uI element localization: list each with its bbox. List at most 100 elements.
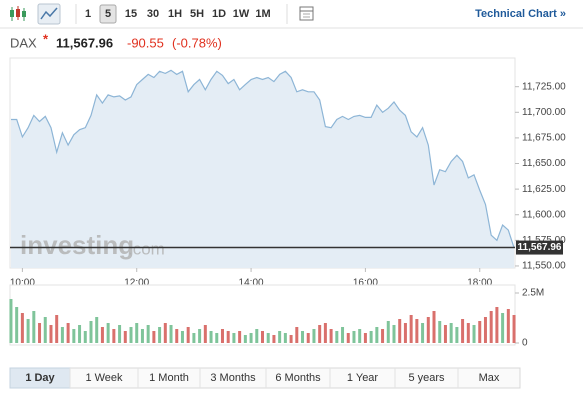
volume-bar [426, 317, 430, 343]
volume-bar [461, 319, 465, 343]
volume-bar [358, 329, 362, 343]
volume-bar [163, 323, 167, 343]
technical-chart-link[interactable]: Technical Chart » [475, 8, 566, 20]
volume-bar [83, 331, 87, 343]
volume-bar [363, 333, 367, 343]
y-tick-label: 11,600.00 [522, 209, 566, 220]
price-line [11, 69, 515, 248]
volume-bar [175, 329, 179, 343]
volume-bar [443, 325, 447, 343]
volume-bar [386, 321, 390, 343]
interval-button[interactable]: 1D [212, 8, 226, 20]
range-tab[interactable]: 5 years [408, 372, 445, 384]
volume-bar [60, 327, 64, 343]
watermark-suffix: .com [128, 239, 165, 258]
x-tick-label: 10:00 [10, 278, 35, 289]
y-tick-label: 11,625.00 [522, 184, 566, 195]
interval-button[interactable]: 1 [85, 8, 91, 20]
x-tick-label: 12:00 [124, 278, 149, 289]
volume-bar [495, 307, 499, 343]
x-tick-label: 14:00 [239, 278, 264, 289]
price-area [10, 70, 515, 268]
volume-bar [238, 331, 242, 343]
volume-bar [478, 321, 482, 343]
candle-icon[interactable] [10, 6, 26, 21]
volume-bar [295, 327, 299, 343]
line-icon[interactable] [37, 3, 61, 25]
volume-bar [318, 325, 322, 343]
volume-bar [375, 327, 379, 343]
y-tick-label: 2.5M [522, 288, 544, 299]
volume-bar [209, 331, 213, 343]
price: 11,567.96 [56, 35, 113, 50]
volume-bar [335, 331, 339, 343]
volume-bar [381, 329, 385, 343]
interval-button[interactable]: 5 [105, 8, 111, 20]
range-tab[interactable]: 1 Day [25, 372, 55, 384]
volume-bar [506, 309, 510, 343]
volume-bar [283, 333, 287, 343]
volume-bar [438, 321, 442, 343]
volume-bar [501, 313, 505, 343]
volume-bar [100, 327, 104, 343]
volume-bar [512, 315, 516, 343]
volume-bar [266, 333, 270, 343]
volume-bar [158, 327, 162, 343]
volume-bar [369, 331, 373, 343]
y-tick-label: 11,700.00 [522, 107, 566, 118]
volume-bar [232, 333, 236, 343]
volume-bar [255, 329, 259, 343]
interval-button[interactable]: 5H [190, 8, 204, 20]
range-tab[interactable]: 6 Months [275, 372, 321, 384]
volume-bar [43, 317, 47, 343]
volume-bar [323, 323, 327, 343]
volume-bar [203, 325, 207, 343]
volume-bar [186, 327, 190, 343]
volume-bar [272, 335, 276, 343]
range-tab[interactable]: 3 Months [210, 372, 256, 384]
volume-bar [483, 317, 487, 343]
volume-bar [341, 327, 345, 343]
volume-bar [449, 323, 453, 343]
range-tab[interactable]: 1 Month [149, 372, 189, 384]
interval-active [99, 4, 117, 24]
volume-bar [415, 319, 419, 343]
volume-bar [289, 335, 293, 343]
volume-bar [89, 321, 93, 343]
symbol: DAX [10, 35, 37, 50]
volume-bar [432, 311, 436, 343]
volume-bar [392, 325, 396, 343]
x-tick-label: 16:00 [353, 278, 378, 289]
volume-bar [169, 325, 173, 343]
volume-bar [421, 323, 425, 343]
interval-button[interactable]: 30 [147, 8, 159, 20]
calendar-icon[interactable] [299, 6, 314, 21]
volume-bar [198, 329, 202, 343]
volume-bar [118, 325, 122, 343]
volume-bar [112, 329, 116, 343]
volume-bar [403, 323, 407, 343]
volume-bar [95, 317, 99, 343]
volume-bar [261, 331, 264, 343]
volume-bar [26, 319, 30, 343]
volume-bar [140, 329, 144, 343]
y-tick-label: 11,725.00 [522, 81, 566, 92]
range-tab[interactable]: 1 Year [347, 372, 379, 384]
volume-bar [226, 331, 230, 343]
volume-bar [123, 331, 127, 343]
volume-bar [192, 333, 196, 343]
interval-button[interactable]: 1M [255, 8, 270, 20]
volume-bar [215, 333, 219, 343]
interval-button[interactable]: 1H [168, 8, 182, 20]
interval-button[interactable]: 1W [233, 8, 250, 20]
range-tab[interactable]: 1 Week [85, 372, 123, 384]
volume-bar [472, 325, 476, 343]
change: -90.55 [127, 35, 164, 50]
volume-bar [38, 323, 42, 343]
volume-bar [352, 331, 356, 343]
interval-button[interactable]: 15 [125, 8, 137, 20]
range-tab[interactable]: Max [479, 372, 500, 384]
volume-bar [329, 329, 333, 343]
volume-bar [66, 323, 70, 343]
